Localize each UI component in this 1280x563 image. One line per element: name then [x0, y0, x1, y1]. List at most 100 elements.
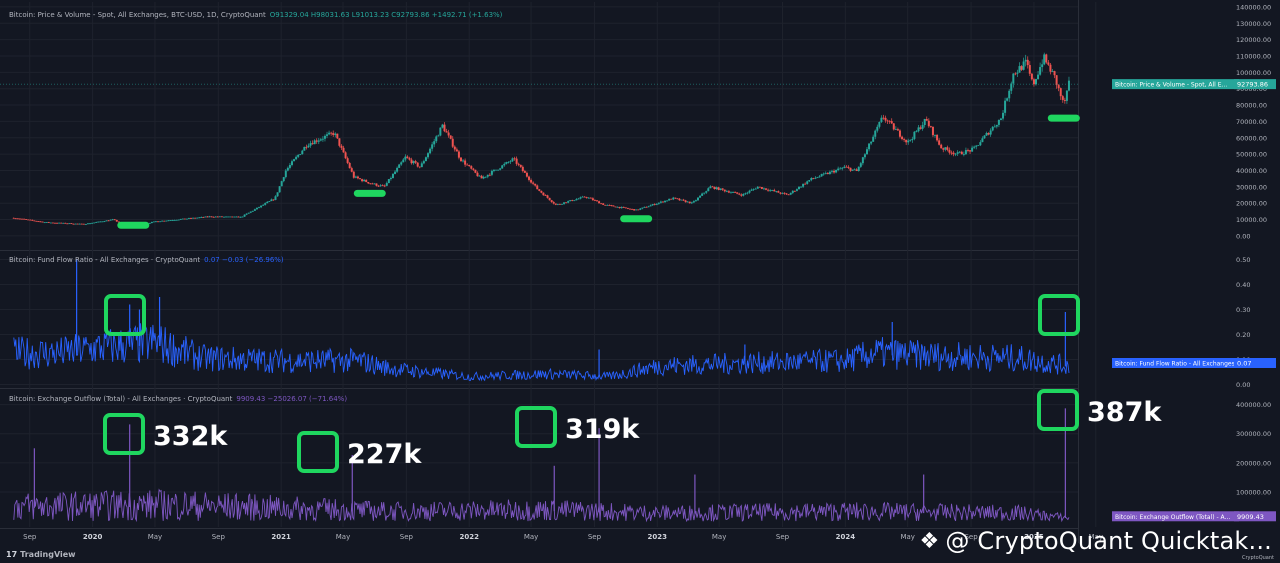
price-candle [476, 172, 479, 177]
y-tick-label: 110000.00 [1236, 52, 1271, 60]
price-candle [672, 197, 675, 200]
price-candle [243, 214, 246, 217]
price-candle [179, 219, 182, 220]
flow-legend-title: Bitcoin: Fund Flow Ratio - All Exchanges… [9, 256, 201, 264]
price-candle [577, 198, 580, 200]
price-candle [754, 188, 757, 190]
price-candle [1055, 75, 1058, 86]
price-candle [332, 133, 335, 135]
flow-legend-values: 0.07 −0.03 (−26.96%) [204, 256, 284, 264]
price-candle [1020, 66, 1023, 70]
price-candle [74, 223, 77, 225]
price-candle [602, 203, 605, 205]
price-candle [898, 130, 901, 137]
price-candle [445, 131, 448, 133]
pane-separator-2 [0, 528, 1078, 529]
time-tick-label: Sep [212, 533, 226, 541]
price-candle [336, 133, 339, 139]
price-candle [165, 220, 168, 222]
price-candle [464, 160, 467, 165]
time-tick-label: 2024 [836, 533, 856, 541]
price-candle [589, 197, 592, 199]
price-candle [657, 202, 660, 204]
price-candle [241, 216, 244, 218]
price-candle [872, 136, 875, 142]
price-candle [1043, 54, 1046, 65]
flow-badge-label: Bitcoin: Fund Flow Ratio - All Exchanges [1115, 361, 1235, 368]
price-candle [888, 120, 891, 122]
tradingview-logo[interactable]: 17 TradingView [6, 550, 76, 559]
flow-badge-value: 0.07 [1237, 360, 1251, 368]
price-candle [148, 223, 151, 224]
y-tick-label: 200000.00 [1236, 459, 1271, 467]
y-tick-label: 10000.00 [1236, 216, 1267, 224]
price-candle [18, 218, 21, 220]
price-candle [958, 151, 961, 153]
price-candle [901, 136, 904, 140]
price-candle [468, 165, 471, 167]
price-candle [515, 158, 518, 164]
price-candle [233, 216, 236, 218]
price-candle [600, 203, 603, 205]
price-candle [659, 201, 662, 203]
price-candle [200, 217, 203, 218]
price-candle [699, 195, 702, 198]
price-candle [946, 147, 949, 150]
price-candle [954, 153, 957, 155]
price-candle [185, 218, 188, 220]
price-candle [437, 135, 440, 137]
time-tick-label: May [524, 533, 538, 541]
price-candle [1047, 62, 1050, 65]
price-candle [711, 186, 714, 188]
price-candle [84, 224, 87, 225]
y-tick-label: 400000.00 [1236, 401, 1271, 409]
price-candle [16, 218, 19, 220]
price-candle [783, 192, 786, 194]
price-candle [738, 193, 741, 195]
price-candle [626, 208, 629, 210]
price-candle [171, 220, 174, 221]
price-candle [163, 220, 166, 222]
price-candle [868, 143, 871, 150]
price-candle [661, 201, 664, 203]
time-tick-label: May [1089, 533, 1103, 541]
price-candle [1010, 83, 1013, 91]
price-candle [993, 126, 996, 128]
price-candle [1032, 79, 1035, 85]
price-candle [593, 200, 596, 201]
price-candle [474, 169, 477, 173]
price-candle [971, 147, 974, 152]
price-candle [317, 140, 320, 142]
price-candle [892, 123, 895, 130]
outflow-badge-value: 9909.43 [1237, 513, 1264, 521]
watermark-text: @ CryptoQuant Quicktak... [945, 527, 1272, 555]
y-tick-label: 0.00 [1236, 381, 1250, 389]
price-candle [808, 180, 811, 182]
price-candle [835, 169, 838, 173]
y-tick-label: 120000.00 [1236, 36, 1271, 44]
price-candle [480, 175, 483, 179]
price-candle [406, 156, 409, 159]
price-candle [569, 200, 572, 202]
price-candle [560, 203, 563, 205]
price-candle [204, 216, 207, 218]
price-candle [152, 221, 155, 223]
price-candle [680, 199, 683, 201]
price-candle [412, 161, 415, 164]
price-candle [157, 221, 160, 223]
price-candle [686, 201, 689, 203]
price-candle [173, 220, 176, 221]
price-candle [181, 218, 184, 220]
price-candle [752, 188, 755, 190]
price-candle [472, 168, 475, 170]
y-tick-label: 100000.00 [1236, 489, 1271, 497]
price-candle [977, 145, 980, 146]
price-candle [447, 132, 450, 136]
price-candle [39, 221, 42, 223]
outflow-pane [13, 408, 1070, 523]
price-candle [183, 218, 186, 220]
time-tick-label: 2020 [83, 533, 103, 541]
price-candle [290, 161, 293, 165]
time-tick-label: 2022 [459, 533, 479, 541]
price-candle [82, 223, 85, 225]
